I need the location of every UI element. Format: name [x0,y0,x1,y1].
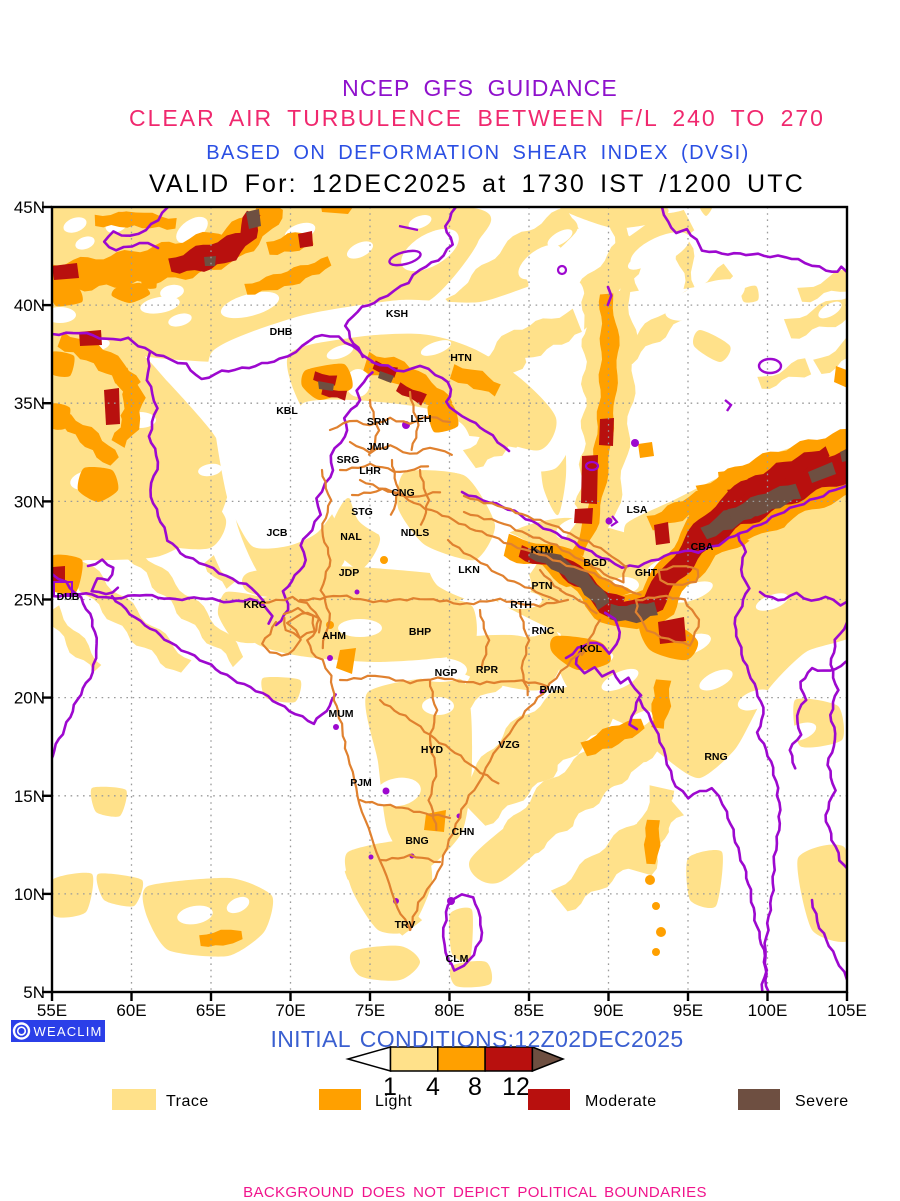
svg-text:65E: 65E [196,1001,226,1020]
svg-text:KBL: KBL [276,405,298,417]
svg-text:AHM: AHM [322,630,346,642]
svg-text:CBA: CBA [691,541,714,553]
svg-text:NAL: NAL [340,531,362,543]
svg-text:1: 1 [383,1073,397,1101]
svg-text:VZG: VZG [498,739,520,751]
svg-text:KOL: KOL [580,643,603,655]
svg-text:STG: STG [351,506,373,518]
svg-text:SRG: SRG [337,454,360,466]
svg-text:CNG: CNG [391,487,414,499]
svg-text:BGD: BGD [583,557,607,569]
svg-text:25N: 25N [14,591,45,610]
svg-text:5N: 5N [23,983,45,1002]
svg-text:MUM: MUM [328,708,353,720]
svg-text:CHN: CHN [452,826,475,838]
svg-text:4: 4 [426,1073,440,1101]
svg-text:Severe: Severe [795,1093,849,1110]
svg-text:PTN: PTN [532,580,553,592]
svg-text:BNG: BNG [405,835,428,847]
svg-text:LKN: LKN [458,564,480,576]
svg-text:35N: 35N [14,394,45,413]
svg-text:HTN: HTN [450,352,472,364]
svg-text:GHT: GHT [635,567,658,579]
svg-text:70E: 70E [275,1001,305,1020]
svg-text:12: 12 [502,1073,530,1101]
svg-text:85E: 85E [514,1001,544,1020]
svg-text:BHP: BHP [409,626,431,638]
svg-text:60E: 60E [116,1001,146,1020]
svg-text:8: 8 [468,1073,482,1101]
svg-text:95E: 95E [673,1001,703,1020]
svg-text:LHR: LHR [359,465,381,477]
svg-text:100E: 100E [748,1001,788,1020]
svg-text:KTM: KTM [531,544,554,556]
svg-text:LSA: LSA [627,504,648,516]
svg-text:55E: 55E [37,1001,67,1020]
svg-text:15N: 15N [14,787,45,806]
svg-text:JDP: JDP [339,567,359,579]
svg-text:90E: 90E [593,1001,623,1020]
svg-text:DHB: DHB [270,326,293,338]
svg-text:KSH: KSH [386,308,408,320]
svg-text:Light: Light [375,1093,412,1110]
svg-text:RNG: RNG [704,751,727,763]
svg-text:45N: 45N [14,198,45,217]
svg-text:40N: 40N [14,296,45,315]
svg-text:80E: 80E [434,1001,464,1020]
svg-text:NDLS: NDLS [401,527,430,539]
svg-text:PJM: PJM [350,777,372,789]
svg-text:30N: 30N [14,492,45,511]
svg-text:105E: 105E [827,1001,867,1020]
svg-text:20N: 20N [14,689,45,708]
svg-text:Trace: Trace [166,1093,209,1110]
svg-text:BWN: BWN [539,684,564,696]
svg-text:TRV: TRV [395,919,416,931]
svg-text:75E: 75E [355,1001,385,1020]
svg-text:RPR: RPR [476,664,499,676]
svg-text:RTH: RTH [510,599,532,611]
svg-text:10N: 10N [14,885,45,904]
svg-text:JMU: JMU [367,441,389,453]
svg-text:CLM: CLM [446,953,469,965]
svg-text:RNC: RNC [532,625,555,637]
svg-text:KRC: KRC [244,599,267,611]
svg-text:LEH: LEH [411,413,432,425]
svg-text:NGP: NGP [435,667,458,679]
svg-text:JCB: JCB [266,527,287,539]
svg-text:Moderate: Moderate [585,1093,657,1110]
svg-text:HYD: HYD [421,744,444,756]
svg-text:DUB: DUB [57,591,80,603]
svg-text:WEACLIM: WEACLIM [34,1024,103,1039]
svg-text:SRN: SRN [367,416,389,428]
